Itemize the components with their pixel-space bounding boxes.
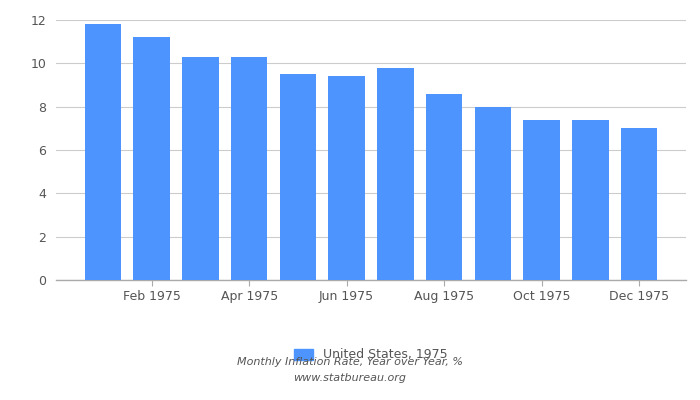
Bar (279, 74, 316, 280)
Bar (524, 120, 560, 280)
Bar (85, 24, 121, 280)
Bar (231, 57, 267, 280)
Bar (621, 128, 657, 280)
Bar (426, 94, 463, 280)
Bar (377, 68, 414, 280)
Bar (328, 76, 365, 280)
Bar (134, 37, 170, 280)
Bar (475, 107, 511, 280)
Legend: United States, 1975: United States, 1975 (289, 344, 453, 366)
Text: www.statbureau.org: www.statbureau.org (293, 373, 407, 383)
Bar (182, 57, 218, 280)
Bar (572, 120, 608, 280)
Text: Monthly Inflation Rate, Year over Year, %: Monthly Inflation Rate, Year over Year, … (237, 357, 463, 367)
